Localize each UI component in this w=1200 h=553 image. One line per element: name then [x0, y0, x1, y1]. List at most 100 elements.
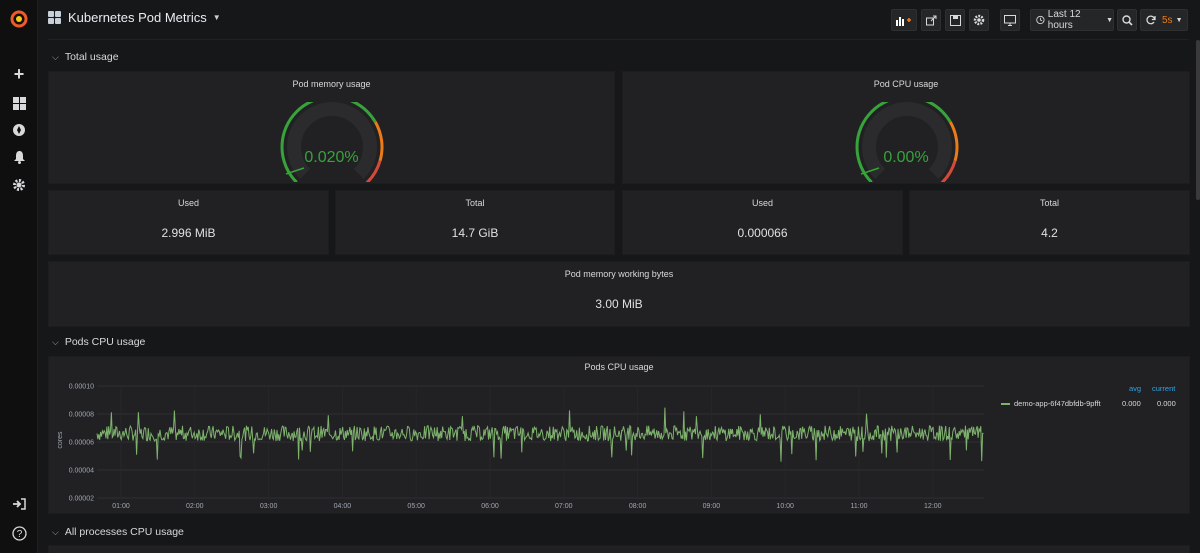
- svg-text:?: ?: [16, 529, 22, 540]
- x-tick-label: 08:00: [629, 503, 647, 510]
- gauge-threshold-green: [855, 102, 959, 182]
- y-axis-ticks: 0.00010 0.00008 0.00006 0.00004 0.00002: [69, 384, 94, 503]
- stat-value: 14.7 GiB: [451, 226, 499, 240]
- time-range-picker[interactable]: Last 12 hours ▼: [1030, 9, 1114, 31]
- legend-header-current: current: [1152, 384, 1176, 393]
- panel-cpu-used: Used 0.000066: [622, 190, 903, 255]
- cpu-gauge: [855, 102, 959, 182]
- chart-title: Pods CPU usage: [584, 362, 654, 372]
- panel-all-processes: [48, 545, 1190, 553]
- x-tick-label: 01:00: [112, 503, 130, 510]
- top-bar: Kubernetes Pod Metrics ▼ Last 12 hours ▼…: [38, 0, 1200, 38]
- stat-value: 4.2: [1041, 226, 1058, 240]
- chevron-down-icon: ▼: [1106, 16, 1113, 24]
- dashboard-grid-icon: [48, 11, 61, 24]
- chevron-down-icon: ▼: [1175, 16, 1183, 24]
- row-title-label: Total usage: [64, 51, 119, 63]
- plus-icon[interactable]: +: [13, 63, 25, 84]
- refresh-picker[interactable]: 5s ▼: [1140, 9, 1188, 31]
- legend-current-value: 0.000: [1157, 399, 1176, 408]
- stat-value: 2.996 MiB: [161, 226, 216, 240]
- gear-icon: [973, 14, 985, 26]
- legend-series-name: demo-app-6f47dbfdb-9pfft: [1014, 399, 1101, 408]
- panel-title: Pod memory working bytes: [564, 269, 674, 279]
- x-tick-label: 03:00: [260, 503, 278, 510]
- time-range-label: Last 12 hours: [1047, 9, 1081, 31]
- row-all-processes-cpu[interactable]: ⌵ All processes CPU usage: [52, 526, 184, 538]
- add-panel-button[interactable]: [891, 9, 917, 31]
- stat-value: 0.000066: [737, 226, 788, 240]
- panel-title: Total: [1039, 198, 1059, 208]
- clock-icon: [1036, 15, 1045, 25]
- dashboard-title: Kubernetes Pod Metrics: [68, 10, 207, 25]
- alerting-icon[interactable]: [0, 145, 38, 169]
- panel-pods-cpu-graph: Pods CPU usage 0.00010 0.00008 0.00006 0.00…: [48, 356, 1190, 514]
- settings-icon[interactable]: [0, 173, 38, 197]
- grafana-logo-icon[interactable]: [0, 7, 38, 31]
- tv-mode-button[interactable]: [1000, 9, 1020, 31]
- x-tick-label: 10:00: [776, 503, 794, 510]
- sidebar: + ?: [0, 0, 38, 553]
- sign-in-icon[interactable]: [0, 492, 38, 516]
- x-tick-label: 05:00: [407, 503, 425, 510]
- legend-header-avg: avg: [1129, 384, 1142, 393]
- gauge-needle: [285, 167, 305, 175]
- chart-series: [96, 407, 984, 462]
- x-axis-ticks: 01:00 02:00 03:00 04:00 05:00 06:00 07:00 08:00…: [112, 503, 941, 510]
- panel-pod-cpu-usage: Pod CPU usage 0.00%: [622, 71, 1190, 184]
- y-tick-label: 0.00002: [69, 496, 94, 503]
- chevron-down-icon: ⌵: [52, 526, 59, 537]
- y-tick-label: 0.00010: [69, 384, 94, 391]
- legend-item[interactable]: demo-app-6f47dbfdb-9pfft: [1001, 399, 1101, 408]
- y-axis-label: cores: [57, 431, 64, 449]
- panel-memory-total: Total 14.7 GiB: [335, 190, 615, 255]
- scrollbar[interactable]: [1196, 40, 1200, 200]
- share-icon: [925, 15, 936, 25]
- gauge-track: [287, 102, 377, 182]
- zoom-out-button[interactable]: [1117, 9, 1137, 31]
- x-tick-label: 07:00: [555, 503, 573, 510]
- panel-title: Total: [465, 198, 485, 208]
- panel-title: Used: [177, 198, 199, 208]
- refresh-icon: [1146, 15, 1156, 25]
- gauge-needle: [860, 167, 880, 175]
- gauge-track: [862, 102, 952, 182]
- panel-title: Pod memory usage: [292, 79, 371, 89]
- chevron-down-icon: ⌵: [52, 51, 59, 62]
- x-tick-label: 11:00: [851, 503, 868, 510]
- legend-swatch: [1001, 402, 1010, 405]
- x-tick-label: 06:00: [481, 503, 499, 510]
- x-tick-label: 12:00: [924, 503, 942, 510]
- magnifier-icon: [1121, 14, 1133, 26]
- monitor-icon: [1004, 14, 1016, 26]
- series-line-demo-app-6f47dbfdb-9pfft: [96, 407, 984, 462]
- chevron-down-icon: ▼: [212, 13, 221, 22]
- gauge-value: 0.00%: [883, 149, 929, 166]
- x-tick-label: 02:00: [186, 503, 204, 510]
- gauge-threshold-green: [280, 102, 384, 182]
- share-button[interactable]: [921, 9, 941, 31]
- dashboard-settings-button[interactable]: [969, 9, 989, 31]
- panel-cpu-total: Total 4.2: [909, 190, 1190, 255]
- cpu-line-chart[interactable]: 0.00010 0.00008 0.00006 0.00004 0.00002 01:0…: [49, 357, 1191, 515]
- explore-icon[interactable]: [0, 118, 38, 142]
- chevron-down-icon: ⌵: [52, 336, 59, 347]
- legend-avg-value: 0.000: [1122, 399, 1141, 408]
- gauge-value: 0.020%: [304, 149, 359, 166]
- panel-memory-working-bytes: Pod memory working bytes 3.00 MiB: [48, 261, 1190, 327]
- dashboard-picker[interactable]: Kubernetes Pod Metrics ▼: [48, 10, 221, 25]
- stat-value: 3.00 MiB: [595, 297, 643, 311]
- row-pods-cpu-usage[interactable]: ⌵ Pods CPU usage: [52, 336, 145, 348]
- help-icon[interactable]: ?: [0, 521, 38, 545]
- x-tick-label: 09:00: [703, 503, 721, 510]
- y-tick-label: 0.00008: [69, 412, 94, 419]
- row-total-usage[interactable]: ⌵ Total usage: [52, 51, 119, 63]
- add-panel-icon: [896, 16, 911, 26]
- refresh-interval-label: 5s: [1162, 14, 1173, 26]
- dashboards-icon[interactable]: [0, 91, 38, 115]
- y-tick-label: 0.00006: [69, 440, 94, 447]
- row-title-label: Pods CPU usage: [64, 336, 146, 348]
- chart-grid: [97, 385, 984, 499]
- row-divider: [48, 39, 1188, 40]
- save-button[interactable]: [945, 9, 965, 31]
